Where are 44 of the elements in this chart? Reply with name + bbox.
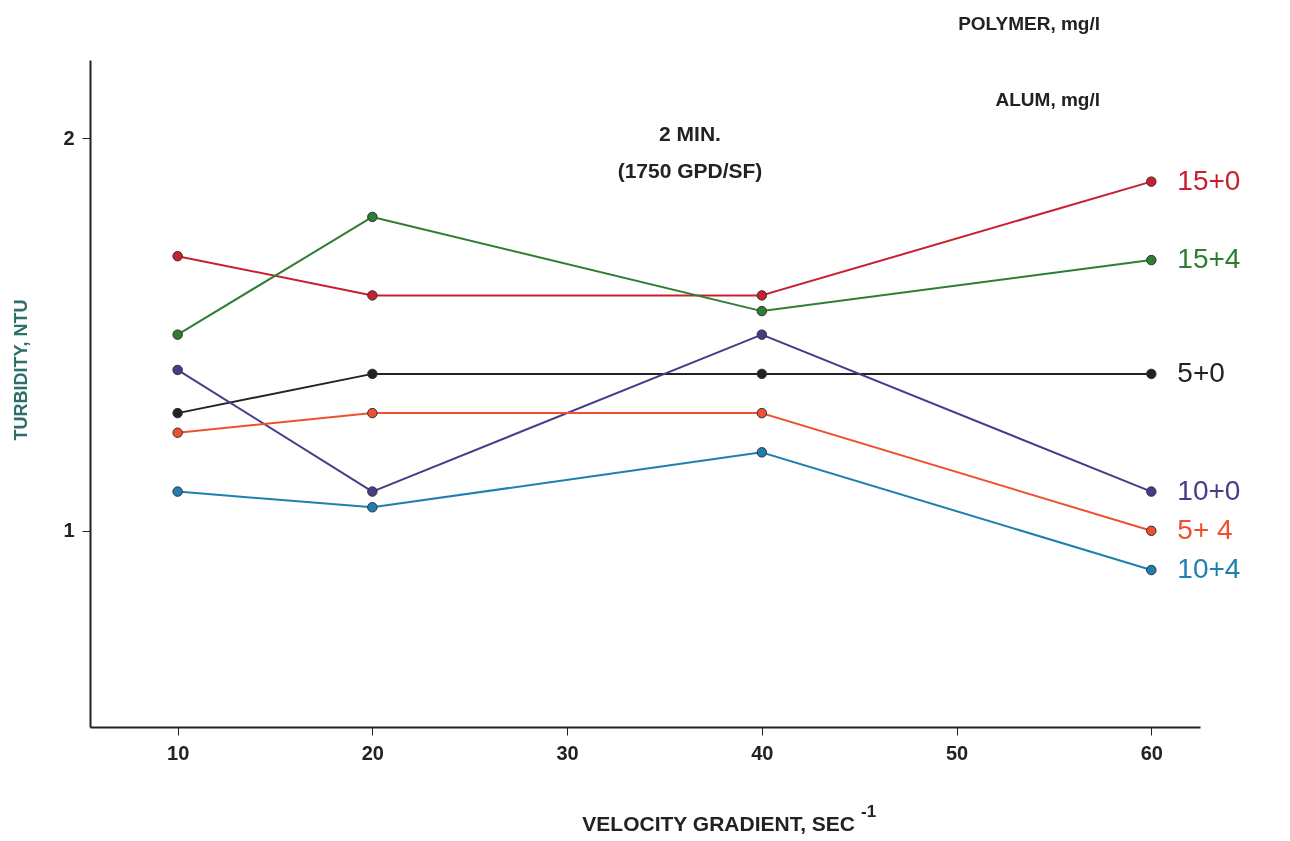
point [367, 368, 378, 380]
series-label: 15+4 [1177, 243, 1241, 275]
text: POLYMER, mg/l [958, 13, 1100, 34]
point [172, 486, 183, 497]
point [756, 447, 768, 458]
series-label: 5+ 4 [1177, 513, 1233, 545]
point [172, 364, 183, 376]
annotation: 2 MIN. [659, 122, 721, 145]
point [756, 368, 768, 380]
point [367, 407, 378, 419]
y-axis-title: TURBIDITY, NTU [11, 299, 31, 441]
x-tick-label: 40 [751, 741, 774, 764]
point [1146, 486, 1157, 497]
x-tick-label: 10 [167, 741, 190, 764]
point [756, 407, 768, 419]
series-label: 10+0 [1177, 474, 1241, 506]
x-tick-label: 50 [945, 741, 969, 764]
annotation: ALUM, mg/l [995, 89, 1100, 110]
point [756, 329, 768, 340]
point [172, 329, 183, 340]
y-tick-label: 1 [63, 519, 75, 542]
point [172, 427, 183, 438]
x-tick-label: 20 [361, 741, 384, 764]
point [1146, 564, 1157, 576]
point [367, 502, 378, 513]
point [172, 250, 183, 262]
series-label: 15+0 [1177, 164, 1241, 196]
point [1146, 368, 1157, 380]
point [1146, 525, 1157, 537]
annotation: (1750 GPD/SF) [617, 159, 763, 182]
point [367, 486, 378, 497]
y-tick-label: 2 [63, 126, 75, 149]
x-tick-label: 60 [1140, 741, 1163, 764]
series-label: 5+0 [1177, 356, 1225, 388]
x-axis-title: VELOCITY GRADIENT, SEC-1 [582, 802, 877, 835]
point [756, 305, 768, 317]
point [172, 407, 183, 419]
point [1146, 176, 1157, 187]
point [756, 290, 768, 301]
x-tick-label: 30 [556, 741, 579, 764]
point [367, 290, 378, 301]
series-label: 10+4 [1177, 553, 1241, 585]
point [367, 211, 378, 223]
point [1146, 254, 1157, 266]
